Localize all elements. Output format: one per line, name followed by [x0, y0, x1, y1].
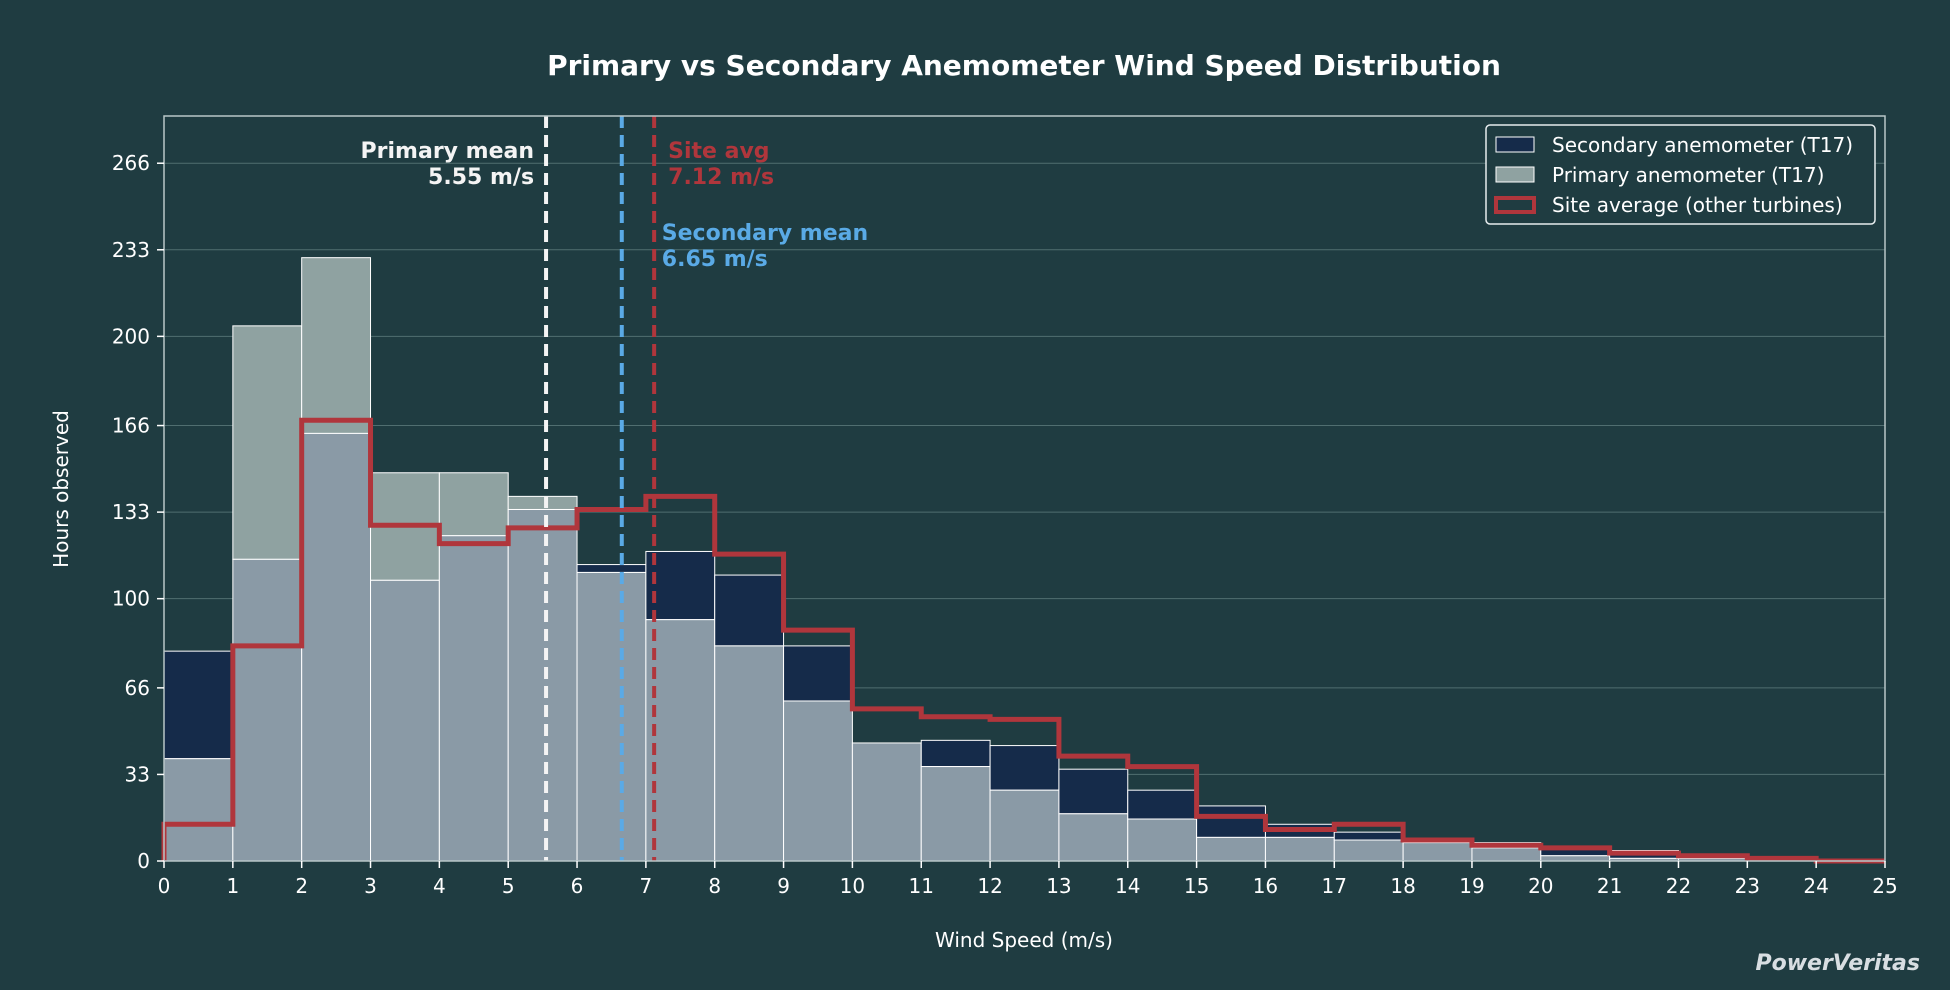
- y-tick-label: 200: [112, 324, 150, 348]
- x-tick-label: 11: [909, 874, 934, 898]
- site-average-line: [161, 417, 1885, 864]
- secondary-bar: [1058, 768, 1129, 815]
- legend-label: Site average (other turbines): [1552, 193, 1843, 217]
- x-tick-label: 15: [1184, 874, 1209, 898]
- legend-swatch: [1495, 166, 1535, 183]
- legend-label: Primary anemometer (T17): [1552, 163, 1824, 187]
- x-tick-label: 1: [226, 874, 239, 898]
- overlap-bar: [163, 758, 234, 862]
- overlap-bar: [1058, 813, 1129, 862]
- secondary-bar: [1196, 805, 1266, 838]
- primary-bar: [507, 495, 578, 510]
- chart-title: Primary vs Secondary Anemometer Wind Spe…: [547, 49, 1501, 82]
- axes: 0 1 2 3 4 5 6 7 8 9 10 11 12 13 14 15 16 17 18 19 20 21 22 23 24…: [112, 151, 1898, 898]
- mean-value: 5.55 m/s: [428, 165, 534, 190]
- x-tick-label: 17: [1322, 874, 1347, 898]
- overlap-bar: [1402, 842, 1473, 862]
- overlap-bar: [1196, 836, 1266, 862]
- overlap-bar: [370, 579, 440, 862]
- secondary-bar: [576, 564, 647, 573]
- x-tick-label: 18: [1390, 874, 1415, 898]
- y-tick-label: 266: [112, 151, 150, 175]
- legend-swatch: [1495, 136, 1535, 153]
- y-tick-label: 100: [112, 587, 150, 611]
- overlap-bar: [645, 619, 716, 862]
- y-tick-label: 233: [112, 238, 150, 262]
- overlap-bar: [851, 742, 922, 862]
- secondary-bar: [714, 574, 785, 647]
- secondary-bar: [989, 745, 1060, 791]
- x-tick-label: 6: [571, 874, 584, 898]
- y-tick-label: 0: [137, 849, 150, 873]
- primary-bar: [301, 257, 372, 434]
- x-tick-label: 9: [777, 874, 790, 898]
- secondary-bar: [645, 550, 716, 621]
- mean-label: Site avg: [668, 139, 769, 164]
- overlap-bar: [920, 766, 991, 862]
- primary-bar: [232, 325, 303, 560]
- overlap-bar: [1333, 839, 1404, 862]
- y-axis-label: Hours observed: [49, 410, 73, 568]
- legend-box: [1485, 124, 1876, 225]
- x-tick-label: 0: [158, 874, 171, 898]
- x-tick-label: 5: [502, 874, 515, 898]
- secondary-bar: [1127, 789, 1198, 820]
- x-tick-label: 16: [1253, 874, 1278, 898]
- x-tick-label: 13: [1046, 874, 1071, 898]
- legend: Secondary anemometer (T17) Primary anemom…: [1485, 124, 1876, 225]
- plot-frame: [163, 115, 1886, 862]
- mean-label: Primary mean: [361, 139, 535, 164]
- y-tick-label: 133: [112, 500, 150, 524]
- overlap-bar: [1471, 847, 1542, 862]
- overlap-bar: [989, 789, 1060, 862]
- secondary-bar: [1333, 831, 1404, 841]
- overlap-bar: [438, 535, 509, 862]
- y-tick-label: 33: [125, 762, 150, 786]
- overlap-bar: [576, 571, 647, 862]
- secondary-bar: [163, 650, 234, 760]
- x-tick-label: 23: [1735, 874, 1760, 898]
- secondary-bar: [783, 645, 853, 702]
- x-tick-label: 19: [1459, 874, 1484, 898]
- legend-label: Secondary anemometer (T17): [1552, 133, 1853, 157]
- x-tick-label: 25: [1872, 874, 1897, 898]
- x-tick-label: 22: [1666, 874, 1691, 898]
- bars: [163, 257, 1817, 862]
- x-tick-label: 2: [295, 874, 308, 898]
- x-axis-label: Wind Speed (m/s): [935, 928, 1113, 952]
- overlap-bar: [1127, 818, 1198, 862]
- y-tick-label: 166: [112, 414, 150, 438]
- site-average-step: [161, 417, 1885, 864]
- x-tick-label: 21: [1597, 874, 1622, 898]
- x-tick-label: 20: [1528, 874, 1553, 898]
- x-tick-label: 7: [640, 874, 653, 898]
- x-tick-label: 12: [977, 874, 1002, 898]
- x-tick-label: 24: [1803, 874, 1828, 898]
- overlap-bar: [1264, 836, 1335, 862]
- watermark: PowerVeritas: [1755, 951, 1920, 976]
- primary-bar: [438, 472, 509, 537]
- overlap-bar: [783, 700, 853, 862]
- secondary-bar: [920, 739, 991, 768]
- overlap-bar: [1540, 855, 1611, 862]
- x-tick-label: 14: [1115, 874, 1140, 898]
- mean-label: Secondary mean: [662, 221, 868, 246]
- overlap-bar: [714, 645, 785, 862]
- overlap-bar: [301, 432, 372, 862]
- x-tick-label: 8: [708, 874, 721, 898]
- mean-value: 7.12 m/s: [668, 165, 774, 190]
- mean-value: 6.65 m/s: [662, 247, 768, 272]
- overlap-bar: [232, 558, 303, 862]
- x-tick-label: 3: [364, 874, 377, 898]
- y-tick-label: 66: [125, 676, 150, 700]
- x-tick-label: 4: [433, 874, 446, 898]
- overlap-bar: [507, 508, 578, 862]
- x-tick-label: 10: [840, 874, 865, 898]
- legend-swatch: [1494, 196, 1536, 214]
